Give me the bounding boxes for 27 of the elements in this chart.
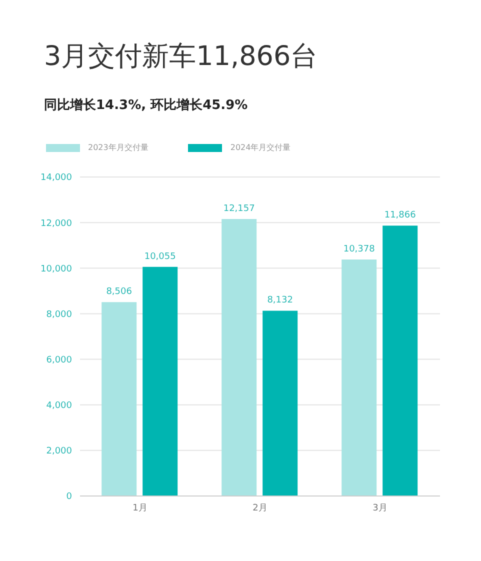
data-label: 10,055: [144, 252, 176, 262]
bar: [382, 226, 418, 496]
y-tick-label: 14,000: [40, 173, 72, 184]
bar: [262, 310, 298, 496]
chart-title: 3月交付新车11,866台: [43, 40, 319, 74]
y-tick-label: 12,000: [40, 218, 72, 229]
chart-subtitle: 同比增长14.3%, 环比增长45.9%: [43, 97, 249, 114]
bar: [222, 218, 257, 496]
y-tick-label: 10,000: [40, 264, 72, 274]
y-tick-label: 0: [66, 492, 72, 502]
bar: [142, 266, 178, 496]
data-label: 8,506: [106, 287, 132, 298]
bar: [102, 302, 137, 496]
data-label: 12,157: [223, 204, 255, 214]
legend-label: 2024年月交付量: [230, 142, 291, 153]
y-tick-label: 4,000: [46, 401, 72, 412]
data-label: 11,866: [384, 210, 416, 221]
y-tick-label: 8,000: [46, 310, 72, 320]
x-tick-label: 1月: [132, 503, 148, 514]
x-tick-label: 3月: [372, 503, 388, 514]
data-label: 8,132: [267, 296, 293, 306]
data-label: 10,378: [343, 244, 376, 255]
legend-label: 2023年月交付量: [88, 142, 148, 153]
y-tick-label: 6,000: [46, 355, 72, 366]
y-tick-label: 2,000: [46, 446, 72, 457]
bar: [342, 260, 377, 496]
x-tick-label: 2月: [252, 503, 268, 514]
